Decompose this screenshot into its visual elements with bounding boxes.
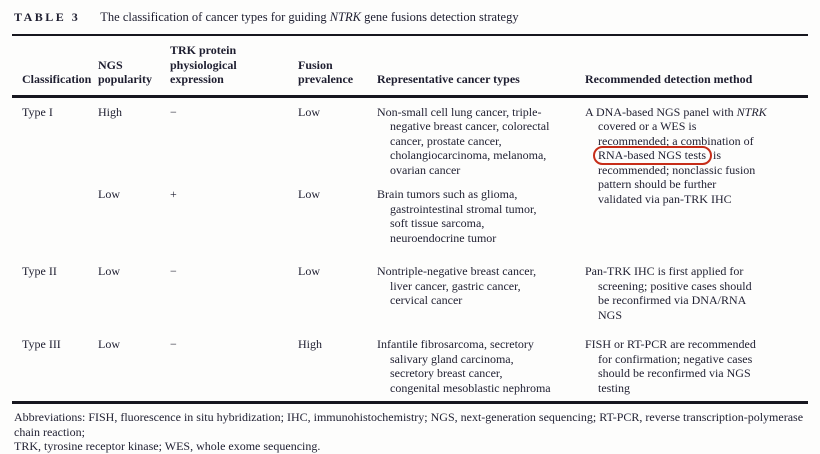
text-line: Infantile fibrosarcoma, secretory [377, 337, 534, 351]
text-line: FISH or RT-PCR are recommended [585, 337, 756, 351]
cell-fusion-prevalence: Low [298, 264, 320, 278]
cell-fusion-prevalence: Low [298, 187, 320, 201]
cell-trk-expression: − [170, 104, 177, 119]
table-row-type3: Type III Low − High Infantile fibrosarco… [12, 330, 808, 403]
table-caption: The classification of cancer types for g… [100, 10, 518, 25]
table-row-type1-a: Type I High − Low Non-small cell lung ca… [12, 96, 808, 206]
text-line: cholangiocarcinoma, melanoma, [390, 148, 547, 162]
cell-cancer-types: Brain tumors such as glioma, gastrointest… [377, 187, 585, 257]
table-row-type1-b: Low + Low Brain tumors such as glioma, ga… [12, 187, 808, 257]
cell-classification: Type III [22, 337, 61, 351]
text-line: ovarian cancer [390, 162, 461, 177]
caption-text-pre: The classification of cancer types for g… [100, 10, 330, 24]
cell-detection-method: A DNA-based NGS panel with NTRK covered … [585, 96, 808, 257]
red-annotation-box: RNA-based NGS tests [593, 146, 712, 165]
text-line: secretory breast cancer, [390, 366, 503, 380]
table-header: Classification NGS popularity TRK protei… [12, 35, 808, 98]
table-number-label: TABLE 3 [14, 10, 81, 24]
col-header-classification: Classification [12, 35, 98, 98]
classification-table: Classification NGS popularity TRK protei… [12, 34, 808, 404]
col-header-trk-expression: TRK protein physiological expression [170, 35, 298, 98]
text-line: Pan-TRK IHC is first applied for [585, 264, 744, 278]
col-header-ngs-popularity: NGS popularity [98, 35, 170, 98]
cell-classification [12, 187, 98, 257]
text-line: soft tissue sarcoma, [390, 216, 485, 230]
table-body: Type I High − Low Non-small cell lung ca… [12, 96, 808, 403]
text-line: TRK, tyrosine receptor kinase; WES, whol… [14, 439, 321, 453]
text-line: gastrointestinal stromal tumor, [390, 201, 537, 216]
method-line: A DNA-based NGS panel with NTRK [585, 105, 802, 120]
text-line: be reconfirmed via DNA/RNA [598, 293, 747, 307]
method-line: pattern should be further [598, 177, 717, 191]
method-text: A DNA-based NGS panel with [585, 104, 737, 119]
cell-ngs-popularity: Low [98, 264, 120, 278]
cell-ngs-popularity: Low [98, 187, 120, 201]
method-text: is [710, 148, 722, 162]
method-line: recommended; nonclassic fusion [598, 162, 756, 177]
cell-fusion-prevalence: Low [298, 104, 320, 119]
cell-detection-method: Pan-TRK IHC is first applied for screenin… [585, 257, 808, 330]
table-title: TABLE 3 The classification of cancer typ… [14, 10, 808, 25]
method-gene-name: NTRK [736, 104, 767, 119]
text-line: cancer, prostate cancer, [390, 133, 502, 148]
text-line: Brain tumors such as glioma, [377, 187, 518, 201]
cell-cancer-types: Non-small cell lung cancer, triple-negat… [377, 96, 585, 187]
cell-trk-expression: + [170, 187, 177, 201]
text-line: Abbreviations: FISH, fluorescence in sit… [14, 410, 804, 439]
text-line: cervical cancer [390, 293, 463, 307]
text-line: congenital mesoblastic nephroma [390, 380, 551, 395]
text-line: should be reconfirmed via NGS [598, 366, 751, 380]
cell-detection-method: FISH or RT-PCR are recommended for confir… [585, 330, 808, 403]
text-line: testing [598, 380, 630, 395]
text-line: NGS [598, 307, 623, 322]
text-line: screening; positive cases should [598, 278, 752, 293]
cell-cancer-types: Infantile fibrosarcoma, secretory salivar… [377, 330, 585, 403]
cell-fusion-prevalence: High [298, 337, 322, 351]
table-row-type2: Type II Low − Low Nontriple-negative bre… [12, 257, 808, 330]
cell-classification: Type I [22, 104, 53, 119]
cell-ngs-popularity: High [98, 104, 122, 119]
header-row: Classification NGS popularity TRK protei… [12, 35, 808, 98]
text-line: salivary gland carcinoma, [390, 351, 514, 366]
cell-trk-expression: − [170, 337, 177, 351]
cell-trk-expression: − [170, 264, 177, 278]
text-line: for confirmation; negative cases [598, 351, 753, 366]
text-line: negative breast cancer, colorectal [390, 119, 550, 133]
text-line: neuroendocrine tumor [390, 230, 497, 245]
text-line: Non-small cell lung cancer, triple- [377, 104, 542, 119]
text-line: Nontriple-negative breast cancer, [377, 264, 537, 278]
method-line: RNA-based NGS tests is [585, 146, 802, 165]
col-header-fusion-prevalence: Fusion prevalence [298, 35, 377, 98]
method-line: validated via pan-TRK IHC [598, 191, 732, 206]
method-line: covered or a WES is [598, 119, 697, 133]
caption-text-post: gene fusions detection strategy [361, 10, 519, 24]
col-header-cancer-types: Representative cancer types [377, 35, 585, 98]
cell-ngs-popularity: Low [98, 337, 120, 351]
col-header-detection-method: Recommended detection method [585, 35, 808, 98]
method-line: recommended; a combination of [598, 133, 754, 148]
cell-classification: Type II [22, 264, 57, 278]
text-line: liver cancer, gastric cancer, [390, 278, 521, 293]
caption-gene-name: NTRK [329, 10, 361, 24]
cell-cancer-types: Nontriple-negative breast cancer, liver c… [377, 257, 585, 330]
